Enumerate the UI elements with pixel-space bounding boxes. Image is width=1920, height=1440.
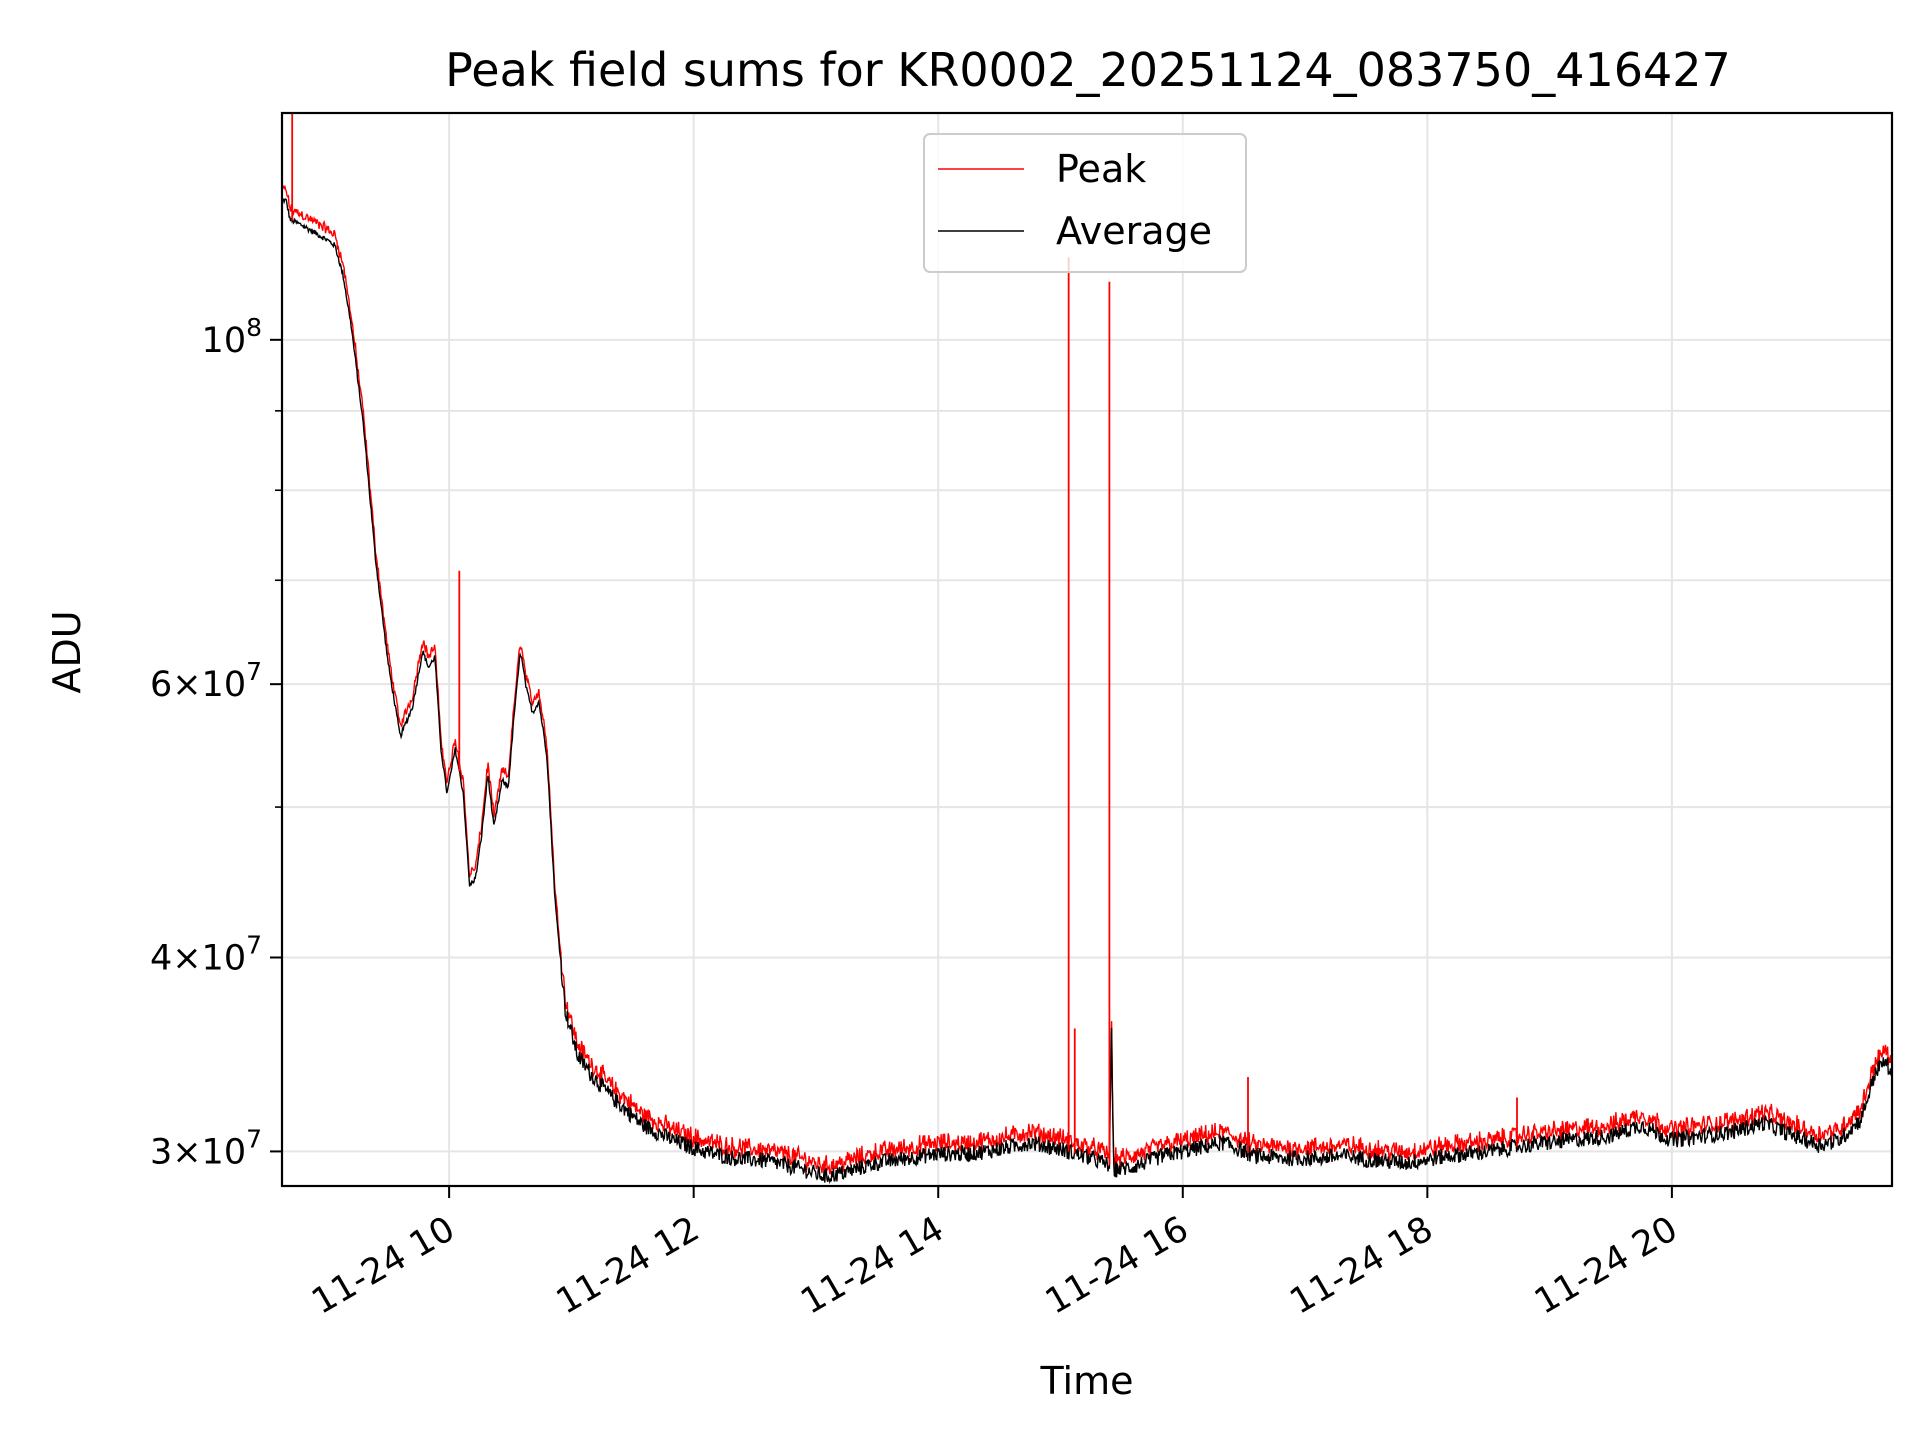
y-tick-label: 3×107 bbox=[150, 1124, 262, 1172]
plot-background bbox=[282, 113, 1892, 1186]
y-tick-label: 108 bbox=[202, 313, 262, 361]
y-axis-label: ADU bbox=[45, 610, 89, 693]
y-tick-label: 6×107 bbox=[150, 657, 262, 705]
plot-frame bbox=[280, 111, 1894, 1188]
series-layer bbox=[282, 113, 1892, 1185]
legend-label-average: Average bbox=[1056, 209, 1212, 253]
y-tick-label: 4×107 bbox=[150, 930, 262, 978]
legend: Peak Average bbox=[923, 133, 1247, 273]
x-axis-label: Time bbox=[1040, 1359, 1134, 1403]
chart-title: Peak field sums for KR0002_20251124_0837… bbox=[445, 43, 1731, 97]
plot-area: 11-24 10 11-24 12 11-24 14 11-24 16 11-24 18… bbox=[150, 111, 1894, 1322]
average-series-line bbox=[282, 198, 1892, 1185]
legend-label-peak: Peak bbox=[1056, 147, 1146, 191]
